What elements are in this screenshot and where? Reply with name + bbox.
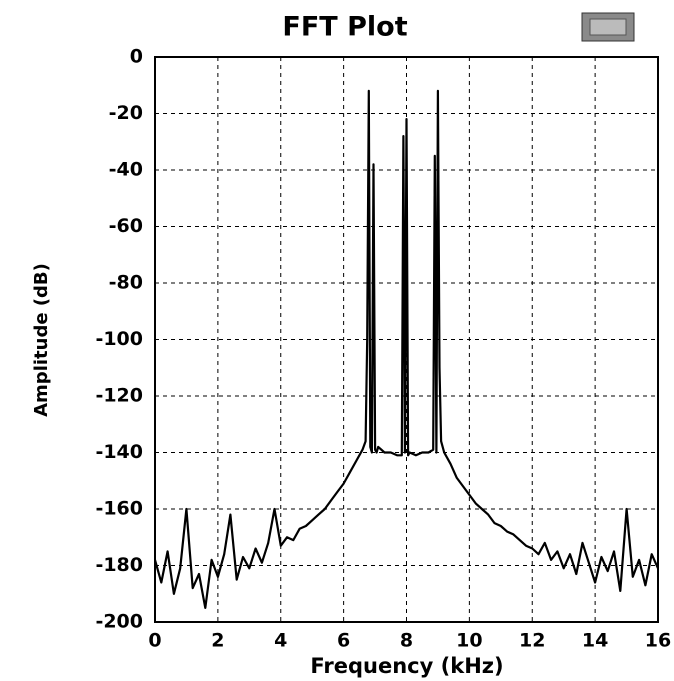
y-tick-label: -40 — [109, 159, 143, 181]
y-tick-label: -120 — [95, 385, 143, 407]
y-tick-label: -80 — [109, 272, 143, 294]
x-tick-label: 8 — [400, 630, 413, 652]
window-button-inner — [589, 18, 627, 36]
y-tick-label: -160 — [95, 498, 143, 520]
y-tick-label: -20 — [109, 102, 143, 124]
y-axis-label: Amplitude (dB) — [31, 263, 52, 417]
x-tick-label: 6 — [337, 630, 350, 652]
plot-frame — [154, 56, 659, 623]
x-axis-label: Frequency (kHz) — [310, 654, 503, 678]
y-tick-label: 0 — [130, 46, 143, 68]
chart-title: FFT Plot — [282, 12, 407, 43]
y-tick-label: -200 — [95, 611, 143, 633]
x-tick-label: 0 — [148, 630, 161, 652]
y-tick-label: -180 — [95, 554, 143, 576]
x-tick-label: 12 — [519, 630, 545, 652]
spectrum-line — [153, 89, 660, 609]
y-tick-label: -100 — [95, 328, 143, 350]
x-tick-label: 10 — [456, 630, 482, 652]
y-tick-label: -140 — [95, 441, 143, 463]
x-tick-label: 16 — [645, 630, 671, 652]
y-tick-label: -60 — [109, 215, 143, 237]
x-tick-label: 2 — [211, 630, 224, 652]
x-tick-label: 4 — [274, 630, 287, 652]
x-tick-label: 14 — [582, 630, 608, 652]
